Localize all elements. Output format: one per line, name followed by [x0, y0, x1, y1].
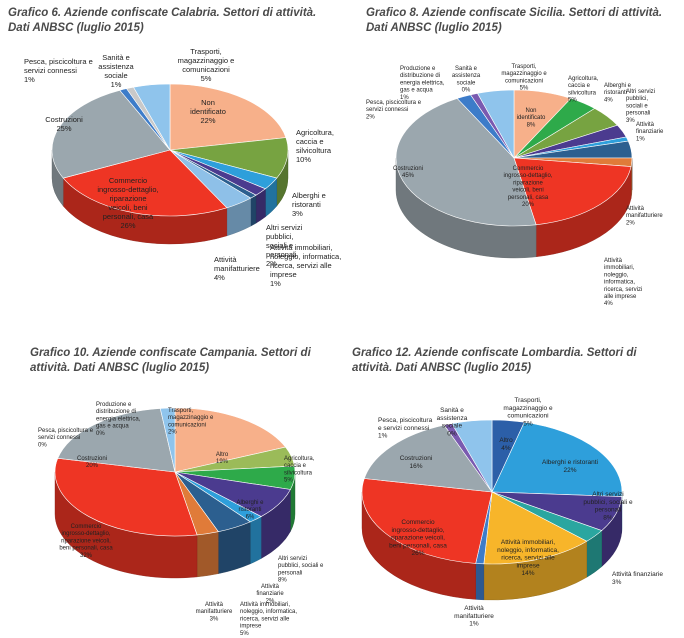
slice-label: Produzione e distribuzione di energia elet… [400, 66, 445, 101]
slice-label: Attività immobiliari, noleggio, informati… [240, 602, 297, 637]
pie-slice [483, 491, 588, 565]
pie-slice [174, 407, 287, 473]
slice-label: Produzione e distribuzione di energia elet… [96, 402, 141, 437]
pie-slice [395, 98, 537, 227]
pie-slice [477, 89, 515, 160]
pie-top [51, 83, 289, 217]
slice-label: Pesca, piscicoltura e servizi connessi 2% [366, 100, 422, 120]
slice-label: Pesca, piscicoltura e servizi connessi 0% [38, 428, 94, 448]
chart-panel-lombardia: Grafico 12. Aziende confiscate Lombardia… [342, 320, 684, 638]
slice-label: Attività finanziarie 1% [636, 122, 664, 142]
slice-label: Commercio ingrosso-dettaglio, riparazione v… [503, 166, 552, 208]
pie-labels: Non identificato 22% Agricoltura, caccia e si… [24, 47, 341, 288]
chart-panel-campania: Grafico 10. Aziende confiscate Campania.… [0, 320, 342, 638]
slice-label: Trasporti, magazzinaggio e comunicazioni 5% [178, 47, 235, 83]
pie-slice [133, 83, 171, 152]
slice-label: Trasporti, magazzinaggio e comunicazioni 5% [501, 64, 547, 92]
slice-label: Costruzioni 25% [45, 115, 83, 133]
slice-label: Sanità e assistenza sociale 1% [98, 53, 134, 89]
slice-label: Non identificato 22% [190, 98, 226, 125]
pie-slice [363, 424, 493, 493]
slice-label: Alberghi e ristoranti 6% [236, 500, 264, 520]
pie-labels: Altro 19% Agricoltura, caccia e silvicoltura… [38, 402, 324, 637]
slice-label: Commercio ingrosso-dettaglio, riparazione v… [97, 176, 158, 230]
slice-label: Altro 19% [216, 452, 229, 465]
chart-title: Grafico 12. Aziende confiscate Lombardia… [352, 347, 637, 374]
pie-labels: Non identificato 8%Alberghi e ristoranti 4%A… [366, 64, 664, 307]
pie-chart-calabria: Non identificato 22% Agricoltura, caccia e si… [24, 47, 341, 288]
pie-slice [451, 419, 493, 494]
slice-label: Trasporti, magazzinaggio e comunicazioni 5% [503, 397, 553, 427]
chart-title: Grafico 10. Aziende confiscate Campania.… [30, 347, 311, 374]
pie-slice [51, 89, 171, 179]
slice-label: Attività manifatturiere 4% [214, 255, 260, 282]
slice-label: Sanità e assistenza sociale 0% [452, 66, 481, 94]
pie-slice-side [250, 194, 257, 227]
pie-top [395, 89, 633, 227]
slice-label: Agricoltura, caccia e silvicoltura 5% [568, 76, 599, 104]
slice-label: Costruzioni 45% [393, 166, 423, 179]
slice-label: Pesca, piscicoltura e servizi connessi 1% [378, 417, 433, 440]
slice-label: Attività immobiliari, noleggio, informati… [270, 243, 341, 288]
slice-label: Altri servizi pubblici, sociali e personali… [266, 223, 303, 268]
pie-slice [169, 83, 287, 151]
slice-label: Altri servizi pubblici, sociali e personali… [626, 89, 655, 124]
pie-slice [57, 408, 176, 473]
slice-label: Altro 4% [499, 437, 513, 452]
pie-slice [159, 407, 176, 473]
slice-label: Attività finanziarie 3% [612, 571, 663, 586]
slice-label: Trasporti, magazzinaggio e comunicazioni 2% [168, 408, 214, 436]
slice-label: Attività finanziarie 2% [256, 584, 284, 604]
pie-labels: Altro 4% Alberghi e ristoranti 22% Altri ser… [378, 397, 663, 628]
pie-slice [361, 478, 493, 564]
slice-label: Attività immobiliari, noleggio, informatica… [604, 258, 642, 307]
pie-slice [491, 421, 623, 497]
slice-label: Sanità e assistenza sociale 0% [437, 407, 468, 437]
chart-title: Grafico 6. Aziende confiscate Calabria. … [8, 7, 317, 34]
slice-label: Alberghi e ristoranti 22% [542, 459, 598, 474]
slice-label: Alberghi e ristoranti 3% [292, 191, 326, 218]
pie-slice [513, 157, 632, 226]
slice-label: Agricoltura, caccia e silvicoltura 5% [284, 456, 315, 484]
pie-chart-sicilia: Non identificato 8%Alberghi e ristoranti 4%A… [366, 64, 664, 307]
slice-label: Non identificato 8% [517, 108, 546, 128]
pie-slice [62, 149, 228, 217]
slice-label: Attività manifatturiere 2% [626, 206, 663, 226]
pie-slice-side [250, 516, 262, 565]
chart-panel-sicilia: Grafico 8. Aziende confiscate Sicilia. S… [342, 0, 684, 320]
slice-label: Commercio ingrosso-dettaglio, riparazione … [59, 524, 113, 559]
pie-side-walls [361, 491, 623, 601]
pie-side-walls [54, 471, 296, 579]
slice-label: Commercio ingrosso-dettaglio, riparazione … [389, 519, 447, 557]
slice-label: Attività manifatturiere 1% [454, 605, 494, 628]
chart-panel-calabria: Grafico 6. Aziende confiscate Calabria. … [0, 0, 342, 320]
pie-slice [169, 137, 289, 179]
slice-label: Costruzioni 20% [77, 456, 107, 469]
slice-label: Altri servizi pubblici, sociali e personal… [583, 491, 633, 521]
slice-label: Alberghi e ristoranti 4% [604, 83, 632, 103]
slice-label: Pesca, piscicoltura e servizi connessi 1% [24, 57, 93, 84]
pie-slice-side [475, 563, 485, 601]
chart-title: Grafico 8. Aziende confiscate Sicilia. S… [366, 7, 663, 34]
slice-label: Attività manifatturiere 3% [196, 602, 233, 622]
pie-slice [54, 457, 198, 537]
slice-label: Altri servizi pubblici, sociali e personal… [278, 556, 324, 584]
pie-chart-lombardia: Altro 4% Alberghi e ristoranti 22% Altri ser… [361, 397, 663, 628]
slice-label: Costruzioni 16% [400, 455, 433, 470]
pie-top [54, 407, 296, 537]
pie-slice-side [196, 531, 219, 578]
pie-top [361, 419, 623, 565]
pie-chart-campania: Altro 19% Agricoltura, caccia e silvicoltura… [38, 402, 324, 637]
slice-label: Attività immobiliari, noleggio, informati… [497, 539, 559, 577]
slice-label: Agricoltura, caccia e silvicoltura 10% [296, 128, 334, 164]
